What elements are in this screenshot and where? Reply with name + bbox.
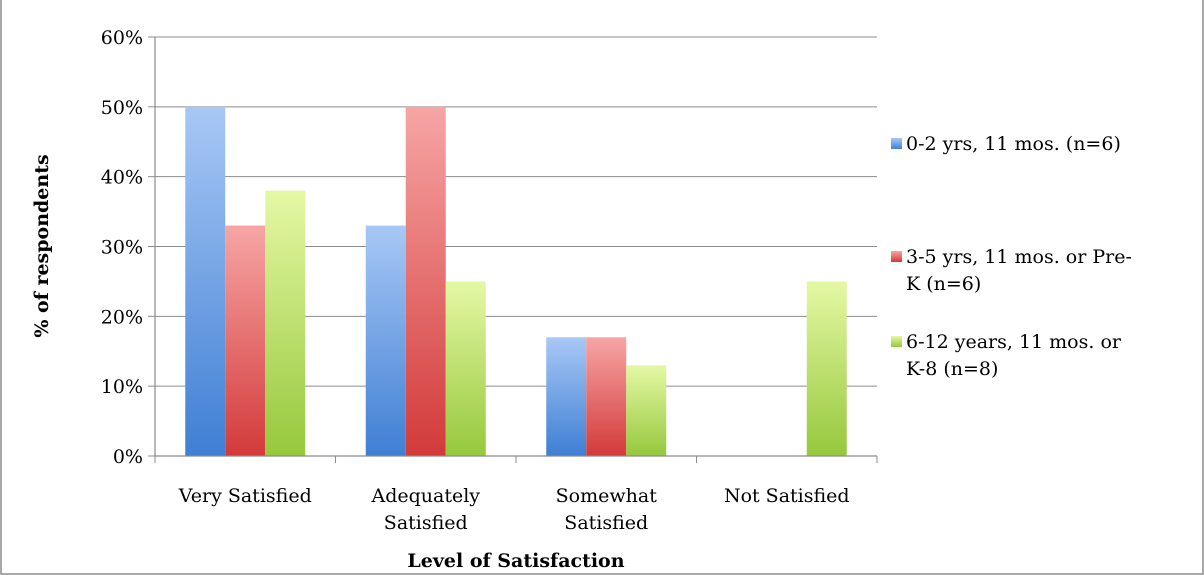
- y-tick-label: 50%: [101, 97, 143, 119]
- legend: 0-2 yrs, 11 mos. (n=6) 3-5 yrs, 11 mos. o…: [891, 133, 1132, 380]
- bar: [445, 281, 486, 456]
- y-tick-label: 20%: [101, 306, 143, 328]
- y-axis-title: % of respondents: [31, 154, 53, 337]
- x-tick-label: Somewhat: [556, 485, 658, 507]
- legend-label: 0-2 yrs, 11 mos. (n=6): [906, 133, 1121, 155]
- legend-label: 3-5 yrs, 11 mos. or Pre-: [906, 246, 1132, 268]
- bar: [586, 337, 627, 456]
- bar: [405, 106, 446, 456]
- y-tick-label: 10%: [101, 376, 143, 398]
- y-tick-label: 40%: [101, 167, 143, 189]
- x-tick-label: Very Satisfied: [178, 485, 312, 507]
- bar: [546, 337, 587, 456]
- axes: [148, 36, 878, 463]
- x-tick-label: Satisfied: [564, 512, 648, 534]
- bar: [626, 365, 667, 456]
- x-axis-title: Level of Satisfaction: [407, 550, 624, 572]
- x-tick-label: Adequately: [370, 485, 480, 507]
- x-tick-label: Not Satisfied: [724, 485, 850, 507]
- bar: [225, 225, 266, 456]
- x-tick-label: Satisfied: [384, 512, 468, 534]
- legend-label: K-8 (n=8): [906, 358, 998, 380]
- tick-labels: 0% 10% 20% 30% 40% 50% 60% Very Satisfied Adequa…: [101, 27, 850, 534]
- y-tick-label: 30%: [101, 237, 143, 259]
- legend-swatch: [891, 336, 902, 347]
- bars: [185, 106, 847, 456]
- bar: [185, 106, 226, 456]
- y-tick-label: 60%: [101, 27, 143, 49]
- y-tick-label: 0%: [113, 446, 143, 468]
- bar: [265, 190, 306, 456]
- bar: [806, 281, 847, 456]
- legend-label: 6-12 years, 11 mos. or: [906, 331, 1122, 353]
- bar: [365, 225, 406, 456]
- legend-swatch: [891, 138, 902, 149]
- legend-label: K (n=6): [906, 273, 981, 295]
- legend-swatch: [891, 251, 902, 262]
